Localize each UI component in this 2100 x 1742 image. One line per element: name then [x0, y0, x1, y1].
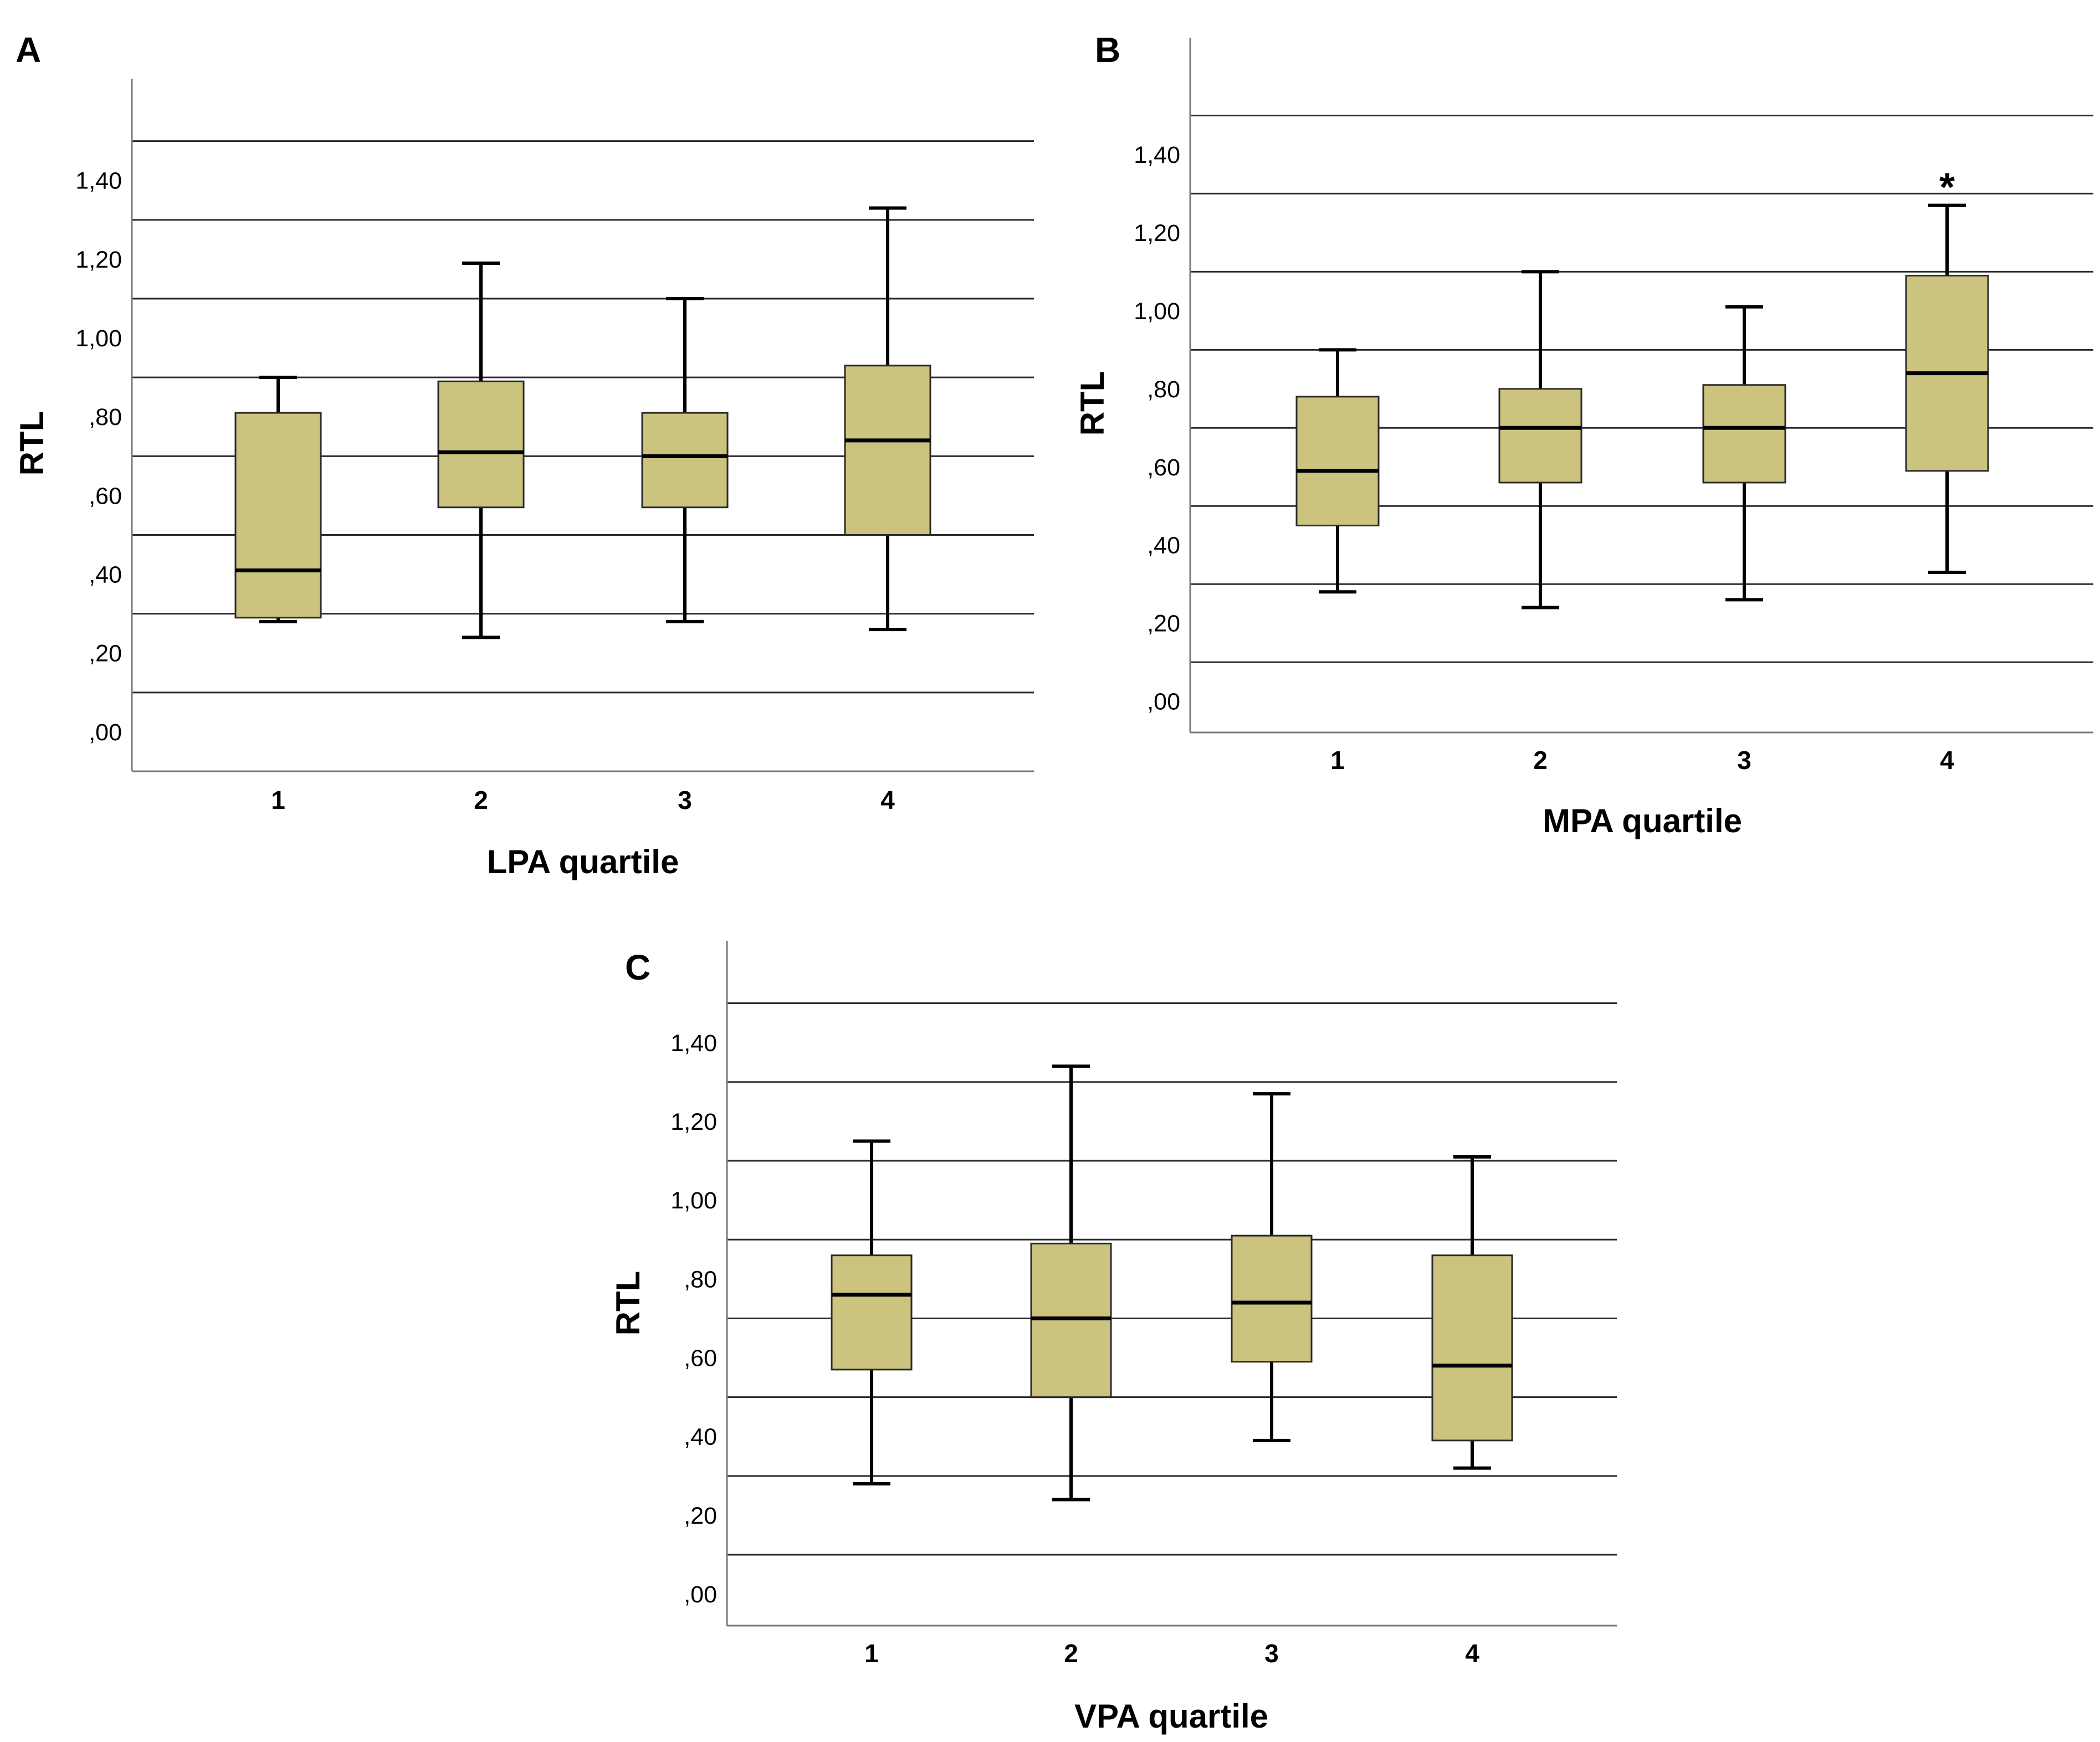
x-tick-label: 1 — [864, 1639, 879, 1668]
x-tick-label: 2 — [1064, 1639, 1078, 1668]
panel-a: A ,00 ,20 ,40 ,60 ,80 1,00 1,20 1,40 1 2 3 4 LPA quar… — [13, 30, 1034, 880]
y-tick-label: ,80 — [89, 404, 122, 431]
box-plot-4 — [1431, 1155, 1513, 1470]
iqr-box — [844, 365, 931, 536]
y-tick-label: ,20 — [1147, 611, 1180, 637]
y-tick-label: ,00 — [89, 719, 122, 746]
box-plot-4 — [844, 206, 931, 632]
y-tick-label: ,20 — [89, 641, 122, 667]
panel-letter: C — [625, 947, 651, 987]
panel-letter: B — [1095, 30, 1120, 70]
y-tick-label: 1,00 — [75, 325, 122, 352]
iqr-box — [641, 412, 729, 509]
x-axis-title: LPA quartile — [487, 843, 679, 880]
y-tick-label: 1,40 — [75, 168, 122, 194]
iqr-box — [234, 412, 322, 619]
box-plot-3 — [1231, 1092, 1313, 1442]
y-tick-label: 1,20 — [1134, 220, 1180, 247]
y-tick-label: ,40 — [684, 1424, 717, 1451]
y-tick-label: 1,20 — [670, 1109, 717, 1135]
y-tick-label: 1,40 — [1134, 142, 1180, 168]
x-tick-label: 3 — [1737, 746, 1751, 775]
x-tick-label: 1 — [1330, 746, 1345, 775]
y-tick-label: ,40 — [89, 562, 122, 588]
x-tick-label: 4 — [1465, 1639, 1479, 1668]
y-tick-label: ,60 — [89, 483, 122, 509]
x-axis-title: VPA quartile — [1074, 1698, 1268, 1735]
outlier-marker: * — [1939, 165, 1955, 209]
y-tick-label: 1,00 — [670, 1187, 717, 1214]
iqr-box — [1030, 1242, 1112, 1398]
iqr-box — [1498, 388, 1582, 484]
iqr-box — [1231, 1234, 1313, 1363]
y-tick-label: ,80 — [684, 1266, 717, 1293]
x-tick-label: 2 — [1533, 746, 1548, 775]
y-tick-label: ,80 — [1147, 376, 1180, 403]
panel-c: C ,00 ,20 ,40 ,60 ,80 1,00 1,20 1,40 1 2 3 4 VPA quar… — [609, 941, 1617, 1735]
x-tick-label: 3 — [1264, 1639, 1279, 1668]
x-axis-title: MPA quartile — [1543, 802, 1742, 839]
x-tick-label: 2 — [474, 786, 488, 814]
box-plot-3 — [1702, 305, 1786, 602]
box-plot-2 — [1030, 1064, 1112, 1502]
iqr-box — [1431, 1254, 1513, 1442]
y-tick-label: ,60 — [684, 1345, 717, 1372]
y-axis-title: RTL — [609, 1271, 647, 1336]
box-plot-1 — [831, 1139, 913, 1486]
iqr-box — [1295, 396, 1380, 526]
x-tick-label: 4 — [1940, 746, 1954, 775]
y-axis-title: RTL — [1074, 371, 1111, 436]
y-tick-label: ,00 — [1147, 689, 1180, 715]
iqr-box — [1702, 384, 1786, 484]
y-tick-label: 1,20 — [75, 247, 122, 273]
x-tick-label: 1 — [271, 786, 285, 814]
box-plot-4 — [1905, 203, 1989, 575]
x-tick-label: 3 — [678, 786, 692, 814]
x-tick-label: 4 — [880, 786, 895, 814]
panel-b: B ,00 ,20 ,40 ,60 ,80 1,00 1,20 1,40 1 2 3 4 * MPA qua… — [1074, 30, 2093, 839]
panel-letter: A — [16, 30, 41, 70]
box-plot-2 — [437, 262, 525, 639]
box-plot-1 — [234, 376, 322, 623]
box-plot-2 — [1498, 270, 1582, 609]
y-tick-label: ,00 — [684, 1581, 717, 1608]
box-plot-3 — [641, 296, 729, 623]
y-tick-label: ,20 — [684, 1503, 717, 1529]
y-tick-label: 1,40 — [670, 1030, 717, 1057]
y-tick-label: ,60 — [1147, 454, 1180, 481]
iqr-box — [437, 380, 525, 509]
y-axis-title: RTL — [13, 411, 50, 476]
y-tick-label: 1,00 — [1134, 298, 1180, 325]
y-tick-label: ,40 — [1147, 532, 1180, 559]
iqr-box — [831, 1254, 913, 1371]
box-plot-1 — [1295, 348, 1380, 594]
